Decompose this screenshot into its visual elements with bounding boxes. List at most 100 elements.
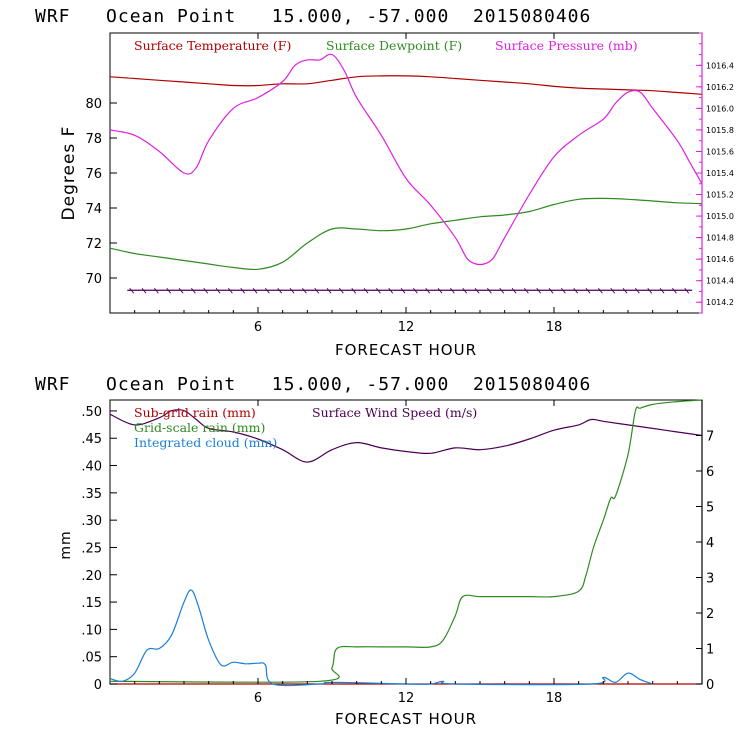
y-tick-label: 74	[85, 202, 102, 217]
wind-barb	[524, 287, 529, 294]
top-plot-frame	[109, 32, 703, 314]
wind-barb	[487, 287, 492, 294]
wind-barb	[228, 287, 233, 294]
x-tick-label: 12	[398, 320, 415, 335]
y-tick-label: 70	[85, 272, 102, 287]
wind-barb	[203, 287, 209, 294]
legend-surface-dewpoint: Surface Dewpoint (F)	[326, 38, 462, 53]
series-line-surface-temperature-f	[109, 75, 703, 95]
y-tick-label: .45	[81, 432, 102, 447]
wind-barb	[166, 287, 172, 294]
wind-barb	[511, 287, 517, 294]
y2-tick-label: 1016.0	[706, 104, 734, 113]
y2-tick-label: 1015.2	[706, 191, 734, 200]
wind-barb	[376, 287, 381, 294]
y2-tick-label: 6	[706, 465, 714, 480]
wind-barb	[302, 287, 307, 294]
wind-barb	[154, 287, 159, 294]
legend-sub-grid-rain: Sub-grid rain (mm)	[134, 405, 256, 420]
y-tick-label: .40	[81, 460, 102, 475]
wind-barb	[672, 287, 677, 294]
wind-barb	[474, 287, 480, 294]
top-x-axis-label: FORECAST HOUR	[335, 341, 477, 359]
top-y-axis-label: Degrees F	[59, 126, 79, 221]
legend-grid-scale-rain: Grid-scale rain (mm)	[134, 420, 265, 435]
y2-tick-label: 1	[706, 643, 714, 658]
wind-barb	[548, 287, 554, 294]
x-tick-label: 6	[254, 320, 262, 335]
wind-barb	[215, 287, 221, 294]
x-tick-label: 6	[254, 691, 262, 706]
legend-integrated-cloud: Integrated cloud (mm)	[134, 435, 277, 450]
y-tick-label: 78	[85, 132, 102, 147]
series-line-surface-dewpoint-f	[109, 197, 703, 271]
wind-barb	[585, 287, 591, 294]
legend-surface-pressure: Surface Pressure (mb)	[495, 38, 638, 53]
y2-tick-label: 1016.4	[706, 61, 734, 70]
legend-surface-wind-speed: Surface Wind Speed (m/s)	[312, 405, 477, 420]
series-line-integrated-cloud-mm	[109, 589, 653, 687]
wind-barb	[141, 287, 147, 294]
series-line-grid-scale-rain-mm	[109, 399, 703, 683]
bottom-x-axis-label: FORECAST HOUR	[335, 710, 477, 728]
wind-barb	[413, 287, 418, 294]
y-tick-label: .15	[81, 596, 102, 611]
y2-tick-label: 7	[706, 430, 714, 445]
wind-barb	[425, 287, 431, 294]
series-line-surface-pressure-mb	[109, 53, 703, 266]
x-tick-label: 18	[546, 320, 563, 335]
y2-tick-label: 5	[706, 501, 714, 516]
wind-barb	[610, 287, 616, 294]
y2-tick-label: 1014.8	[706, 234, 734, 243]
wind-barb	[252, 287, 258, 294]
bottom-y-axis-label: mm	[58, 530, 74, 559]
wind-barb	[573, 287, 579, 294]
bottom-chart-plot: 6 12 18 0.05.10.15.20.25.30.35.40.45.50 01…	[81, 399, 714, 706]
wind-barb	[462, 287, 468, 294]
wind-barb	[339, 287, 344, 294]
y-tick-label: .10	[81, 623, 102, 638]
wind-barb	[265, 287, 270, 294]
y-tick-label: 76	[85, 167, 102, 182]
top-chart-plot: 6 12 18 70 72 74 76 78 80 1014.2 1014.4 1014.6 101…	[85, 32, 734, 335]
wind-barb	[240, 287, 246, 294]
y-tick-label: .05	[81, 651, 102, 666]
wind-barb	[129, 287, 135, 294]
y2-tick-label: 1015.6	[706, 147, 734, 156]
bottom-chart-title: WRF Ocean Point 15.000, -57.000 20150804…	[35, 374, 591, 395]
y2-tick-label: 4	[706, 536, 714, 551]
y2-tick-label: 1014.4	[706, 277, 734, 286]
wind-barb	[499, 287, 505, 294]
top-chart-title: WRF Ocean Point 15.000, -57.000 20150804…	[35, 6, 591, 27]
y2-tick-label: 1015.8	[706, 126, 734, 135]
wind-barb	[561, 287, 566, 294]
y2-tick-label: 1015.0	[706, 212, 734, 221]
wind-barb	[277, 287, 283, 294]
wind-barb	[437, 287, 443, 294]
y2-tick-label: 1014.6	[706, 255, 734, 264]
y2-tick-label: 2	[706, 607, 714, 622]
wind-barb	[314, 287, 320, 294]
y2-tick-label: 3	[706, 572, 714, 587]
y-tick-label: .35	[81, 487, 102, 502]
y-tick-label: .50	[81, 405, 102, 420]
wind-barb	[326, 287, 332, 294]
x-tick-label: 18	[546, 691, 563, 706]
wind-barb	[536, 287, 542, 294]
wind-barb	[363, 287, 369, 294]
wind-barb	[388, 287, 394, 294]
y-tick-label: .30	[81, 514, 102, 529]
wind-barb	[450, 287, 455, 294]
wind-barb	[598, 287, 603, 294]
x-tick-label: 12	[398, 691, 415, 706]
y-tick-label: 0	[94, 678, 102, 693]
legend-surface-temperature: Surface Temperature (F)	[134, 38, 291, 53]
wind-barb	[400, 287, 406, 294]
wind-barb	[289, 287, 295, 294]
wind-barb	[178, 287, 184, 294]
wind-barb	[647, 287, 653, 294]
wind-barb	[684, 287, 690, 294]
y2-tick-label: 1016.2	[706, 83, 734, 92]
wind-barb	[622, 287, 628, 294]
